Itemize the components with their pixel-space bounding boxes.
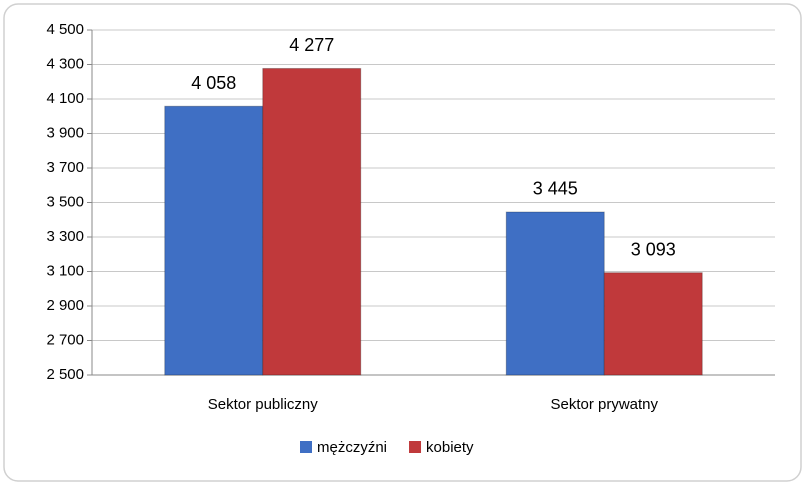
bar — [262, 67, 362, 376]
y-tick-label: 3 700 — [46, 159, 84, 176]
legend-label: kobiety — [426, 439, 474, 456]
y-tick-label: 3 500 — [46, 193, 84, 210]
value-label: 3 093 — [631, 239, 676, 259]
x-tick-label: Sektor publiczny — [208, 396, 319, 413]
legend-swatch — [300, 441, 312, 453]
y-tick-label: 3 900 — [46, 124, 84, 141]
y-tick-label: 3 100 — [46, 262, 84, 279]
y-tick-label: 2 500 — [46, 366, 84, 383]
x-tick-label: Sektor prywatny — [550, 396, 658, 413]
bar — [164, 105, 264, 376]
chart-border — [3, 3, 802, 482]
bar — [603, 272, 703, 376]
y-tick-label: 2 900 — [46, 297, 84, 314]
y-tick-label: 4 500 — [46, 21, 84, 38]
y-tick-label: 4 100 — [46, 90, 84, 107]
y-tick-label: 2 700 — [46, 331, 84, 348]
y-tick-label: 4 300 — [46, 55, 84, 72]
bar — [505, 211, 605, 376]
value-label: 4 058 — [191, 73, 236, 93]
value-label: 4 277 — [289, 35, 334, 55]
value-label: 3 445 — [533, 179, 578, 199]
legend-swatch — [409, 441, 422, 453]
legend-label: mężczyźni — [317, 439, 387, 456]
y-tick-label: 3 300 — [46, 228, 84, 245]
